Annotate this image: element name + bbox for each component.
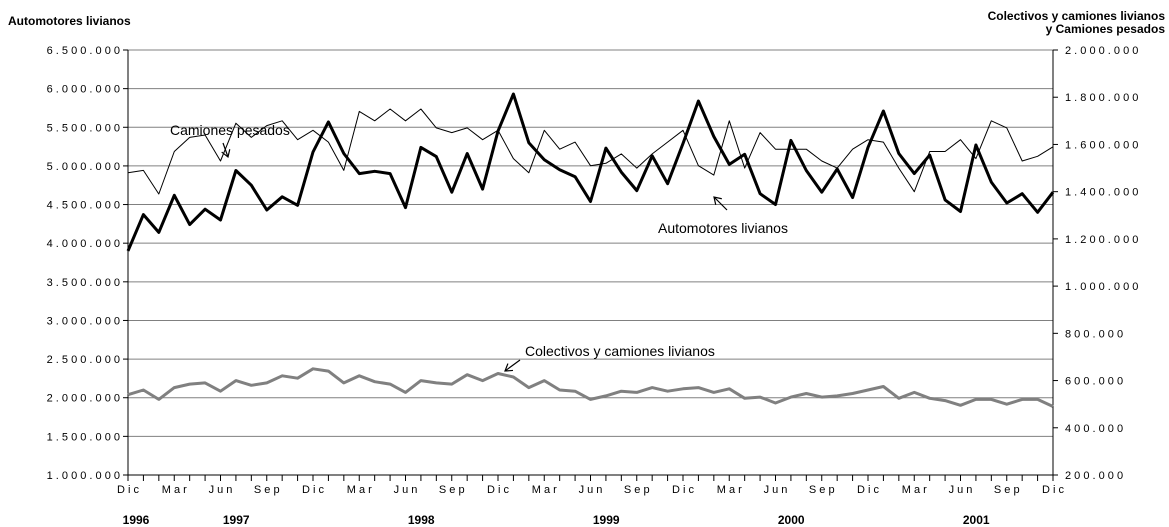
left-tick-label: 1 . 0 0 0 . 0 0 0 <box>47 470 120 482</box>
x-tick-label: S e p <box>254 484 280 496</box>
automotores-livianos-line <box>126 92 1055 252</box>
arrow-head <box>221 149 231 159</box>
right-axis-title-line-1: Colectivos y camiones livianos <box>987 9 1165 23</box>
x-tick-label: D i c <box>857 484 880 496</box>
right-tick-label: 2 . 0 0 0 . 0 0 0 <box>1065 45 1138 57</box>
arrow-shaft <box>713 196 728 211</box>
left-tick-label: 4 . 0 0 0 . 0 0 0 <box>47 238 120 250</box>
colectivos-y-camiones-livianos-line <box>127 367 1054 408</box>
right-tick-label: 1 . 6 0 0 . 0 0 0 <box>1065 139 1138 151</box>
camiones-pesados-line <box>127 108 1054 195</box>
x-tick-label: M a r <box>902 484 927 496</box>
right-tick-label: 6 0 0 . 0 0 0 <box>1065 376 1123 388</box>
x-tick-label: D i c <box>117 484 140 496</box>
x-tick-label: M a r <box>347 484 372 496</box>
arrow-head <box>713 196 722 205</box>
x-tick-label: J u n <box>949 484 973 496</box>
left-tick-label: 4 . 5 0 0 . 0 0 0 <box>47 200 120 212</box>
annotation-arrow-camiones-pesados <box>221 142 231 159</box>
left-tick-label: 3 . 5 0 0 . 0 0 0 <box>47 277 120 289</box>
left-tick-label: 2 . 0 0 0 . 0 0 0 <box>47 393 120 405</box>
left-tick-label: 2 . 5 0 0 . 0 0 0 <box>47 354 120 366</box>
annotation-colectivos: Colectivos y camiones livianos <box>525 343 715 359</box>
annotation-camiones-pesados: Camiones pesados <box>170 122 290 138</box>
year-label: 1996 <box>123 513 150 527</box>
x-tick-label: M a r <box>717 484 742 496</box>
gridlines <box>128 49 1053 437</box>
x-tick-label: J u n <box>394 484 418 496</box>
right-tick-label: 1 . 2 0 0 . 0 0 0 <box>1065 234 1138 246</box>
left-tick-label: 5 . 5 0 0 . 0 0 0 <box>47 122 120 134</box>
year-label: 2001 <box>963 513 990 527</box>
arrow-shaft <box>222 142 229 158</box>
left-tick-label: 1 . 5 0 0 . 0 0 0 <box>47 431 120 443</box>
x-tick-label: M a r <box>162 484 187 496</box>
x-tick-label: S e p <box>809 484 835 496</box>
x-tick-label: S e p <box>439 484 465 496</box>
left-tick-label: 5 . 0 0 0 . 0 0 0 <box>47 161 120 173</box>
right-tick-label: 1 . 4 0 0 . 0 0 0 <box>1065 187 1138 199</box>
right-tick-label: 1 . 0 0 0 . 0 0 0 <box>1065 281 1138 293</box>
x-tick-label: J u n <box>764 484 788 496</box>
series-lines <box>126 92 1055 408</box>
x-tick-label: M a r <box>532 484 557 496</box>
right-tick-label: 2 0 0 . 0 0 0 <box>1065 470 1123 482</box>
x-tick-label: D i c <box>1042 484 1065 496</box>
right-tick-label: 1 . 8 0 0 . 0 0 0 <box>1065 92 1138 104</box>
x-tick-label: D i c <box>302 484 325 496</box>
year-label: 1997 <box>223 513 250 527</box>
annotation-arrow-colectivos <box>504 359 521 372</box>
arrow-head <box>504 363 514 372</box>
x-tick-label: S e p <box>994 484 1020 496</box>
right-axis-title: Colectivos y camiones livianos y Camione… <box>988 10 1165 36</box>
annotation-arrow-automotores-livianos <box>713 196 728 211</box>
year-label: 2000 <box>778 513 805 527</box>
x-tick-label: D i c <box>487 484 510 496</box>
right-tick-label: 4 0 0 . 0 0 0 <box>1065 423 1123 435</box>
left-tick-label: 3 . 0 0 0 . 0 0 0 <box>47 315 120 327</box>
x-tick-label: J u n <box>579 484 603 496</box>
left-axis-title: Automotores livianos <box>8 14 131 28</box>
x-tick-label: S e p <box>624 484 650 496</box>
left-tick-label: 6 . 5 0 0 . 0 0 0 <box>47 45 120 57</box>
annotation-automotores-livianos: Automotores livianos <box>658 220 788 236</box>
arrow-shaft <box>504 359 521 372</box>
x-tick-label: J u n <box>209 484 233 496</box>
left-axis-ticks: 1 . 0 0 0 . 0 0 0 1 . 5 0 0 . 0 0 0 2 . 0 … <box>47 45 128 482</box>
year-label: 1999 <box>593 513 620 527</box>
left-tick-label: 6 . 0 0 0 . 0 0 0 <box>47 84 120 96</box>
right-tick-label: 8 0 0 . 0 0 0 <box>1065 328 1123 340</box>
annotations: Camiones pesados Automotores livianos Cole… <box>170 122 788 372</box>
year-label: 1998 <box>408 513 435 527</box>
right-axis-ticks: 2 0 0 . 0 0 0 4 0 0 . 0 0 0 6 0 0 . 0 0 0 8… <box>1053 45 1138 482</box>
x-tick-label: D i c <box>672 484 695 496</box>
right-axis-title-line-2: y Camiones pesados <box>1045 22 1165 36</box>
